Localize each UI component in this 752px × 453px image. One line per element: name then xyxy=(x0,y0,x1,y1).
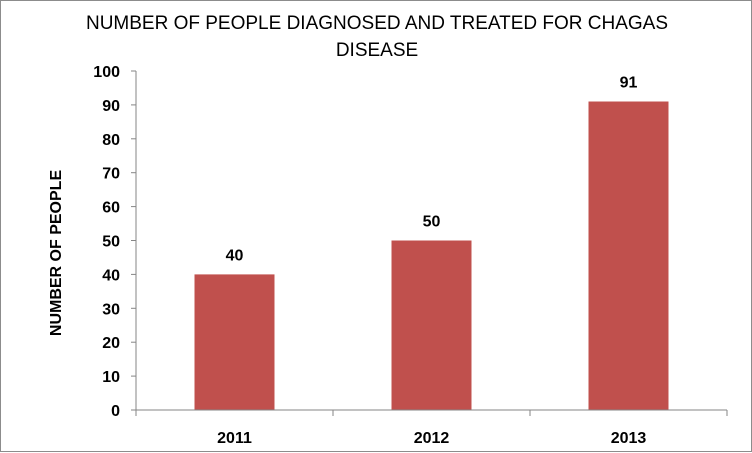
bar-2011 xyxy=(194,274,275,410)
y-tick-label: 90 xyxy=(102,98,120,115)
bars-group xyxy=(194,101,669,410)
bar-2012 xyxy=(391,240,472,410)
y-tick-label: 0 xyxy=(111,403,120,420)
axes-group xyxy=(135,71,727,411)
y-tick-label: 80 xyxy=(102,132,120,149)
y-tick-label: 20 xyxy=(102,335,120,352)
chart-title-line-2: DISEASE xyxy=(336,40,418,61)
y-tick-label: 100 xyxy=(93,64,120,81)
x-tick-label-2012: 2012 xyxy=(414,430,450,447)
data-label-2012: 50 xyxy=(423,214,441,231)
chart-title-line-1: NUMBER OF PEOPLE DIAGNOSED AND TREATED F… xyxy=(86,13,668,34)
y-tick-label: 40 xyxy=(102,267,120,284)
x-axis-ticks: 2011 2012 2013 xyxy=(135,410,728,447)
y-tick-label: 50 xyxy=(102,234,120,251)
data-label-2011: 40 xyxy=(226,247,244,264)
y-axis-ticks: 0 10 20 30 40 50 60 70 80 90 100 xyxy=(93,64,136,420)
y-tick-label: 30 xyxy=(102,301,120,318)
data-label-2013: 91 xyxy=(620,75,638,92)
y-tick-label: 60 xyxy=(102,200,120,217)
x-tick-label-2011: 2011 xyxy=(217,430,252,447)
x-tick-label-2013: 2013 xyxy=(611,430,647,447)
bar-2013 xyxy=(588,101,669,410)
data-labels-group: 40 50 91 xyxy=(226,75,638,265)
y-tick-label: 10 xyxy=(102,369,120,386)
y-axis-title: NUMBER OF PEOPLE xyxy=(48,170,65,337)
y-tick-label: 70 xyxy=(102,166,120,183)
